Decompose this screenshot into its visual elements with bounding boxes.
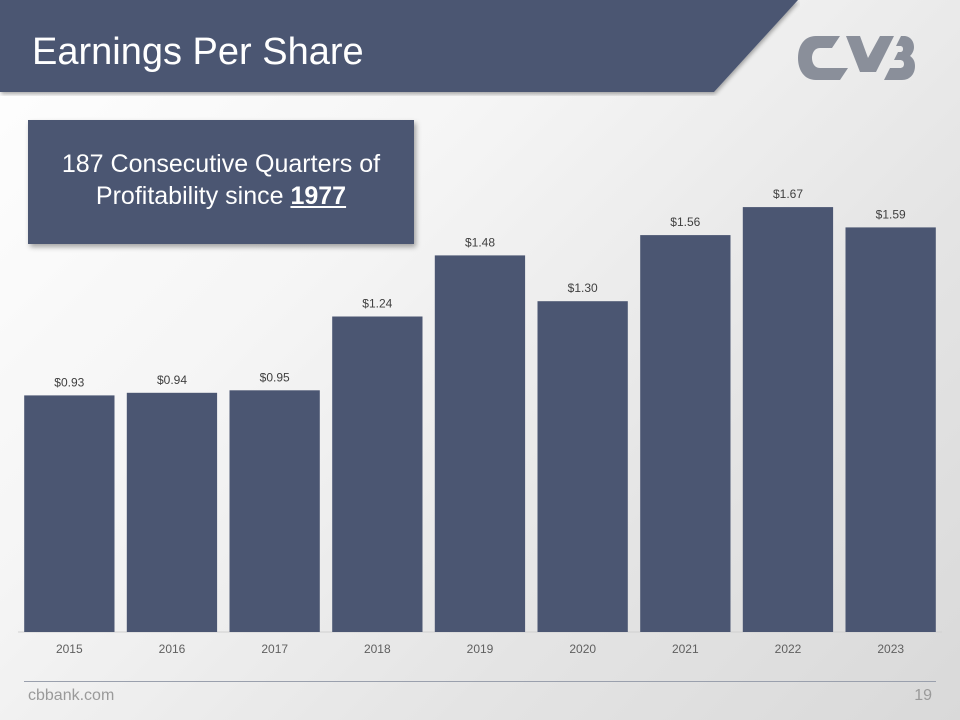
data-label-2022: $1.67 [773, 187, 803, 201]
x-tick-label-2015: 2015 [56, 642, 83, 656]
data-label-2020: $1.30 [568, 281, 598, 295]
bar-2023 [845, 227, 936, 632]
bar-2019 [434, 255, 526, 632]
data-label-2015: $0.93 [54, 375, 84, 389]
bar-2017 [229, 390, 320, 632]
callout-box: 187 Consecutive Quarters of Profitabilit… [28, 120, 414, 244]
callout-year: 1977 [290, 182, 347, 210]
x-tick-label-2018: 2018 [364, 642, 391, 656]
x-tick-label-2020: 2020 [569, 642, 596, 656]
x-tick-label-2017: 2017 [261, 642, 288, 656]
bar-2016 [126, 392, 218, 632]
callout-line-2-prefix: Profitability since [95, 182, 291, 210]
x-tick-label-2016: 2016 [159, 642, 186, 656]
data-label-2023: $1.59 [876, 207, 906, 221]
callout-line-2: Profitability since 1977 [28, 180, 414, 212]
x-tick-label-2019: 2019 [467, 642, 494, 656]
x-tick-label-2023: 2023 [877, 642, 904, 656]
page-number: 19 [914, 687, 932, 704]
page-title: Earnings Per Share [32, 31, 364, 73]
callout-line-1: 187 Consecutive Quarters of [61, 150, 381, 178]
data-label-2021: $1.56 [670, 215, 700, 229]
bar-2021 [640, 235, 731, 632]
data-label-2017: $0.95 [260, 370, 290, 384]
x-tick-label-2022: 2022 [775, 642, 802, 656]
bar-2018 [332, 316, 423, 632]
cvb-logo-icon [798, 36, 915, 80]
data-label-2016: $0.94 [157, 373, 187, 387]
bar-2015 [24, 395, 115, 632]
data-label-2018: $1.24 [362, 297, 392, 311]
footer-divider [24, 681, 936, 682]
eps-bar-chart: $0.93 2015 $0.94 2016 $0.95 2017 $1.24 2018 $1.4… [18, 187, 942, 656]
x-tick-label-2021: 2021 [672, 642, 699, 656]
footer-site: cbbank.com [28, 687, 115, 704]
title-banner [0, 0, 798, 92]
data-label-2019: $1.48 [465, 235, 495, 249]
bar-2022 [742, 207, 834, 632]
bar-2020 [537, 301, 628, 632]
